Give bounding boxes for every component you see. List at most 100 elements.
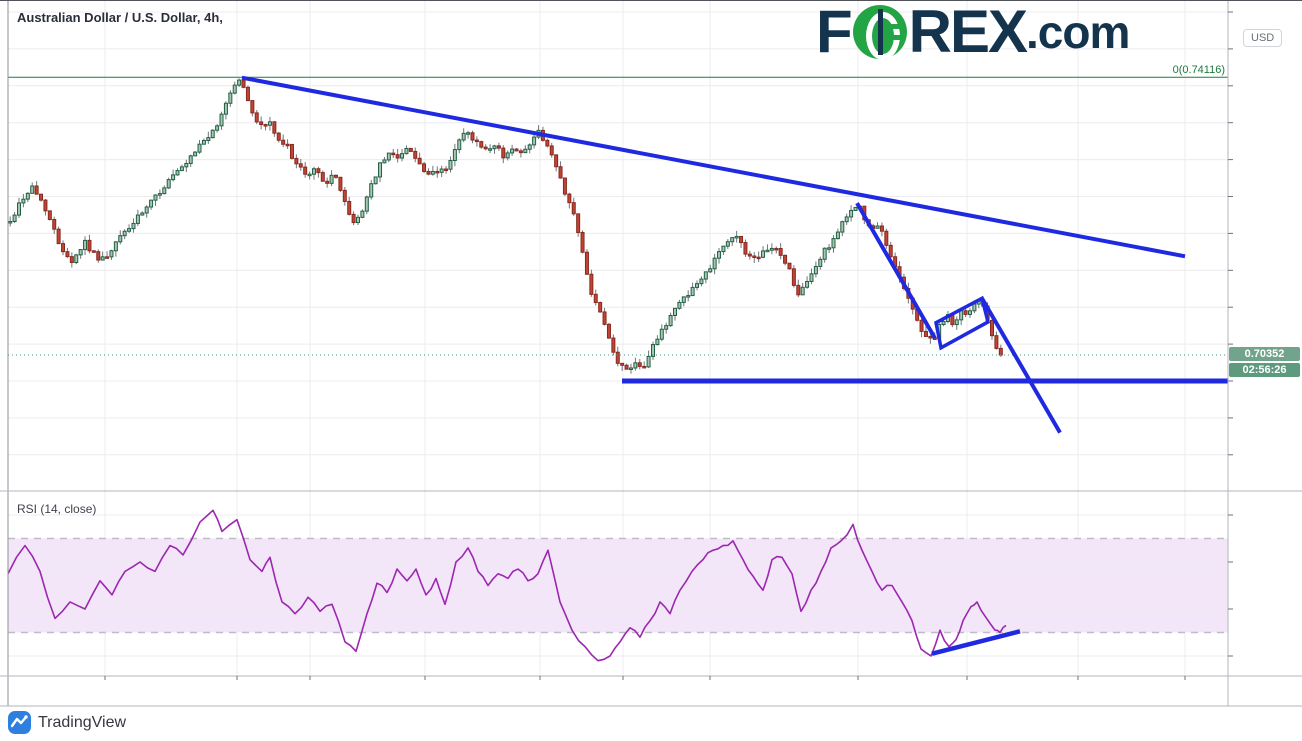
tradingview-icon (8, 711, 31, 734)
candle-body (479, 141, 484, 148)
candle-body (373, 176, 378, 185)
candle-body (514, 148, 519, 152)
candle-body (448, 160, 453, 170)
candle-body (228, 92, 233, 104)
tradingview-label: TradingView (38, 713, 127, 731)
candle-body (721, 245, 726, 253)
candle-body (276, 132, 281, 141)
candle-body (417, 157, 422, 165)
candle-body (769, 247, 774, 251)
candle-body (492, 145, 497, 150)
candle-body (989, 320, 994, 337)
rsi-trendline[interactable] (931, 629, 1021, 656)
candle-body (135, 214, 140, 224)
candle-body (527, 144, 532, 150)
candle-body (408, 147, 413, 152)
candle-body (470, 132, 475, 141)
candle-body (919, 319, 924, 332)
candle-body (378, 162, 383, 178)
candle-body (483, 146, 488, 150)
candle-body (545, 139, 550, 147)
candle-body (34, 185, 39, 195)
candle-body (593, 293, 598, 304)
candle-body (439, 168, 444, 173)
candle-body (8, 220, 13, 224)
candle-body (998, 347, 1003, 356)
candle-body (734, 235, 739, 239)
forex-logo-rex: REX (908, 0, 1028, 65)
candle-body (844, 216, 849, 223)
candle-body (818, 258, 823, 267)
candle-body (699, 278, 704, 285)
candle-body (474, 139, 479, 143)
candle-body (571, 202, 576, 215)
candle-body (78, 249, 83, 256)
candle-body (580, 231, 585, 253)
candle-body (131, 222, 136, 230)
candle-body (690, 286, 695, 297)
candle-body (320, 172, 325, 182)
candle-body (488, 148, 493, 151)
candle-body (739, 235, 744, 244)
candle-body (303, 166, 308, 175)
rsi-indicator-label: RSI (14, close) (17, 502, 97, 516)
candle-body (254, 112, 259, 123)
candle-body (562, 177, 567, 195)
candle-body (100, 256, 105, 261)
candle-body (272, 121, 277, 134)
candle-body (549, 145, 554, 156)
candle-body (30, 185, 35, 194)
candle-body (215, 125, 220, 131)
candle-body (664, 325, 669, 330)
candle-body (518, 150, 523, 154)
flag-pattern[interactable] (934, 295, 991, 351)
candle-body (56, 228, 61, 245)
candle-body (840, 221, 845, 233)
candle-body (717, 251, 722, 259)
rsi-band (8, 538, 1228, 633)
tradingview-logo[interactable]: TradingView (8, 711, 126, 734)
time-axis[interactable]: 24Sep7142125Oct121926Nov (0, 676, 1302, 706)
candle-body (144, 206, 149, 214)
fib-level-label: 0(0.74116) (1172, 64, 1225, 76)
candle-body (505, 152, 510, 159)
candle-body (730, 237, 735, 243)
trendline-breakout[interactable] (980, 297, 1062, 434)
candle-body (342, 189, 347, 202)
candle-body (422, 163, 427, 172)
candle-body (382, 159, 387, 164)
trendline-major-downtrend[interactable] (241, 75, 1186, 259)
candle-body (712, 257, 717, 270)
candle-body (554, 154, 559, 168)
candle-body (206, 137, 211, 142)
candle-body (809, 273, 814, 283)
candle-body (747, 253, 752, 257)
candle-body (333, 174, 338, 178)
candle-body (457, 139, 462, 151)
candle-body (338, 176, 343, 191)
candle-body (628, 367, 633, 370)
candle-body (356, 216, 361, 224)
forex-logo-suffix: .com (1026, 6, 1130, 58)
candle-body (17, 202, 22, 216)
candle-body (351, 213, 356, 224)
candle-body (496, 145, 501, 149)
candle-body (602, 311, 607, 325)
candle-body (171, 174, 176, 181)
candle-body (967, 310, 972, 315)
candle-body (175, 170, 180, 176)
candle-body (796, 284, 801, 296)
candle-body (281, 139, 286, 145)
candle-body (756, 256, 761, 260)
trendline-flag-pole[interactable] (855, 202, 937, 340)
candle-body (708, 268, 713, 273)
currency-chip[interactable]: USD (1243, 29, 1283, 47)
candle-body (875, 225, 880, 229)
candle-body (994, 335, 999, 349)
candle-body (157, 193, 162, 196)
candle-body (761, 250, 766, 258)
price-axis[interactable]: 0.750000.745000.740000.735000.730000.725… (1228, 1, 1302, 676)
candle-body (589, 273, 594, 295)
candle-body (47, 210, 52, 221)
